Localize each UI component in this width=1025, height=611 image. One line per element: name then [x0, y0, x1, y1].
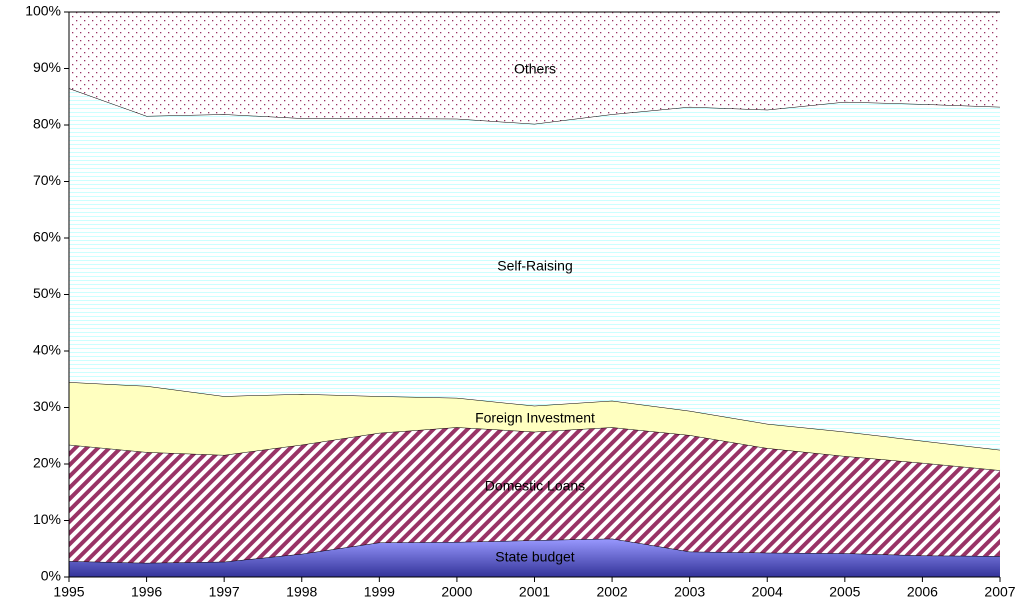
y-tick-label: 10%: [33, 511, 61, 527]
area-label: Self-Raising: [497, 258, 572, 274]
y-tick-label: 70%: [33, 172, 61, 188]
y-tick-label: 90%: [33, 59, 61, 75]
area: [69, 382, 1000, 471]
y-tick-label: 40%: [33, 342, 61, 358]
y-tick-label: 60%: [33, 229, 61, 245]
area-label: Foreign Investment: [475, 410, 595, 426]
y-tick-label: 30%: [33, 398, 61, 414]
area: [69, 538, 1000, 577]
x-tick-label: 1996: [131, 584, 162, 600]
area-label: Domestic Loans: [485, 478, 585, 494]
x-tick-label: 1997: [209, 584, 240, 600]
x-tick-label: 1999: [364, 584, 395, 600]
y-tick-label: 0%: [41, 568, 61, 584]
x-tick-label: 2004: [752, 584, 783, 600]
area-label: Others: [514, 61, 556, 77]
area-label: State budget: [495, 549, 575, 565]
area: [69, 88, 1000, 450]
x-tick-label: 2007: [984, 584, 1015, 600]
x-tick-label: 2003: [674, 584, 705, 600]
y-tick-label: 100%: [25, 3, 61, 19]
y-tick-label: 50%: [33, 285, 61, 301]
x-tick-label: 2006: [907, 584, 938, 600]
x-tick-label: 2005: [829, 584, 860, 600]
x-tick-label: 2001: [519, 584, 550, 600]
x-tick-label: 2002: [597, 584, 628, 600]
x-tick-label: 2000: [441, 584, 472, 600]
y-tick-label: 80%: [33, 116, 61, 132]
x-tick-label: 1998: [286, 584, 317, 600]
x-tick-label: 1995: [53, 584, 84, 600]
area: [69, 12, 1000, 124]
area: [69, 427, 1000, 563]
y-tick-label: 20%: [33, 455, 61, 471]
